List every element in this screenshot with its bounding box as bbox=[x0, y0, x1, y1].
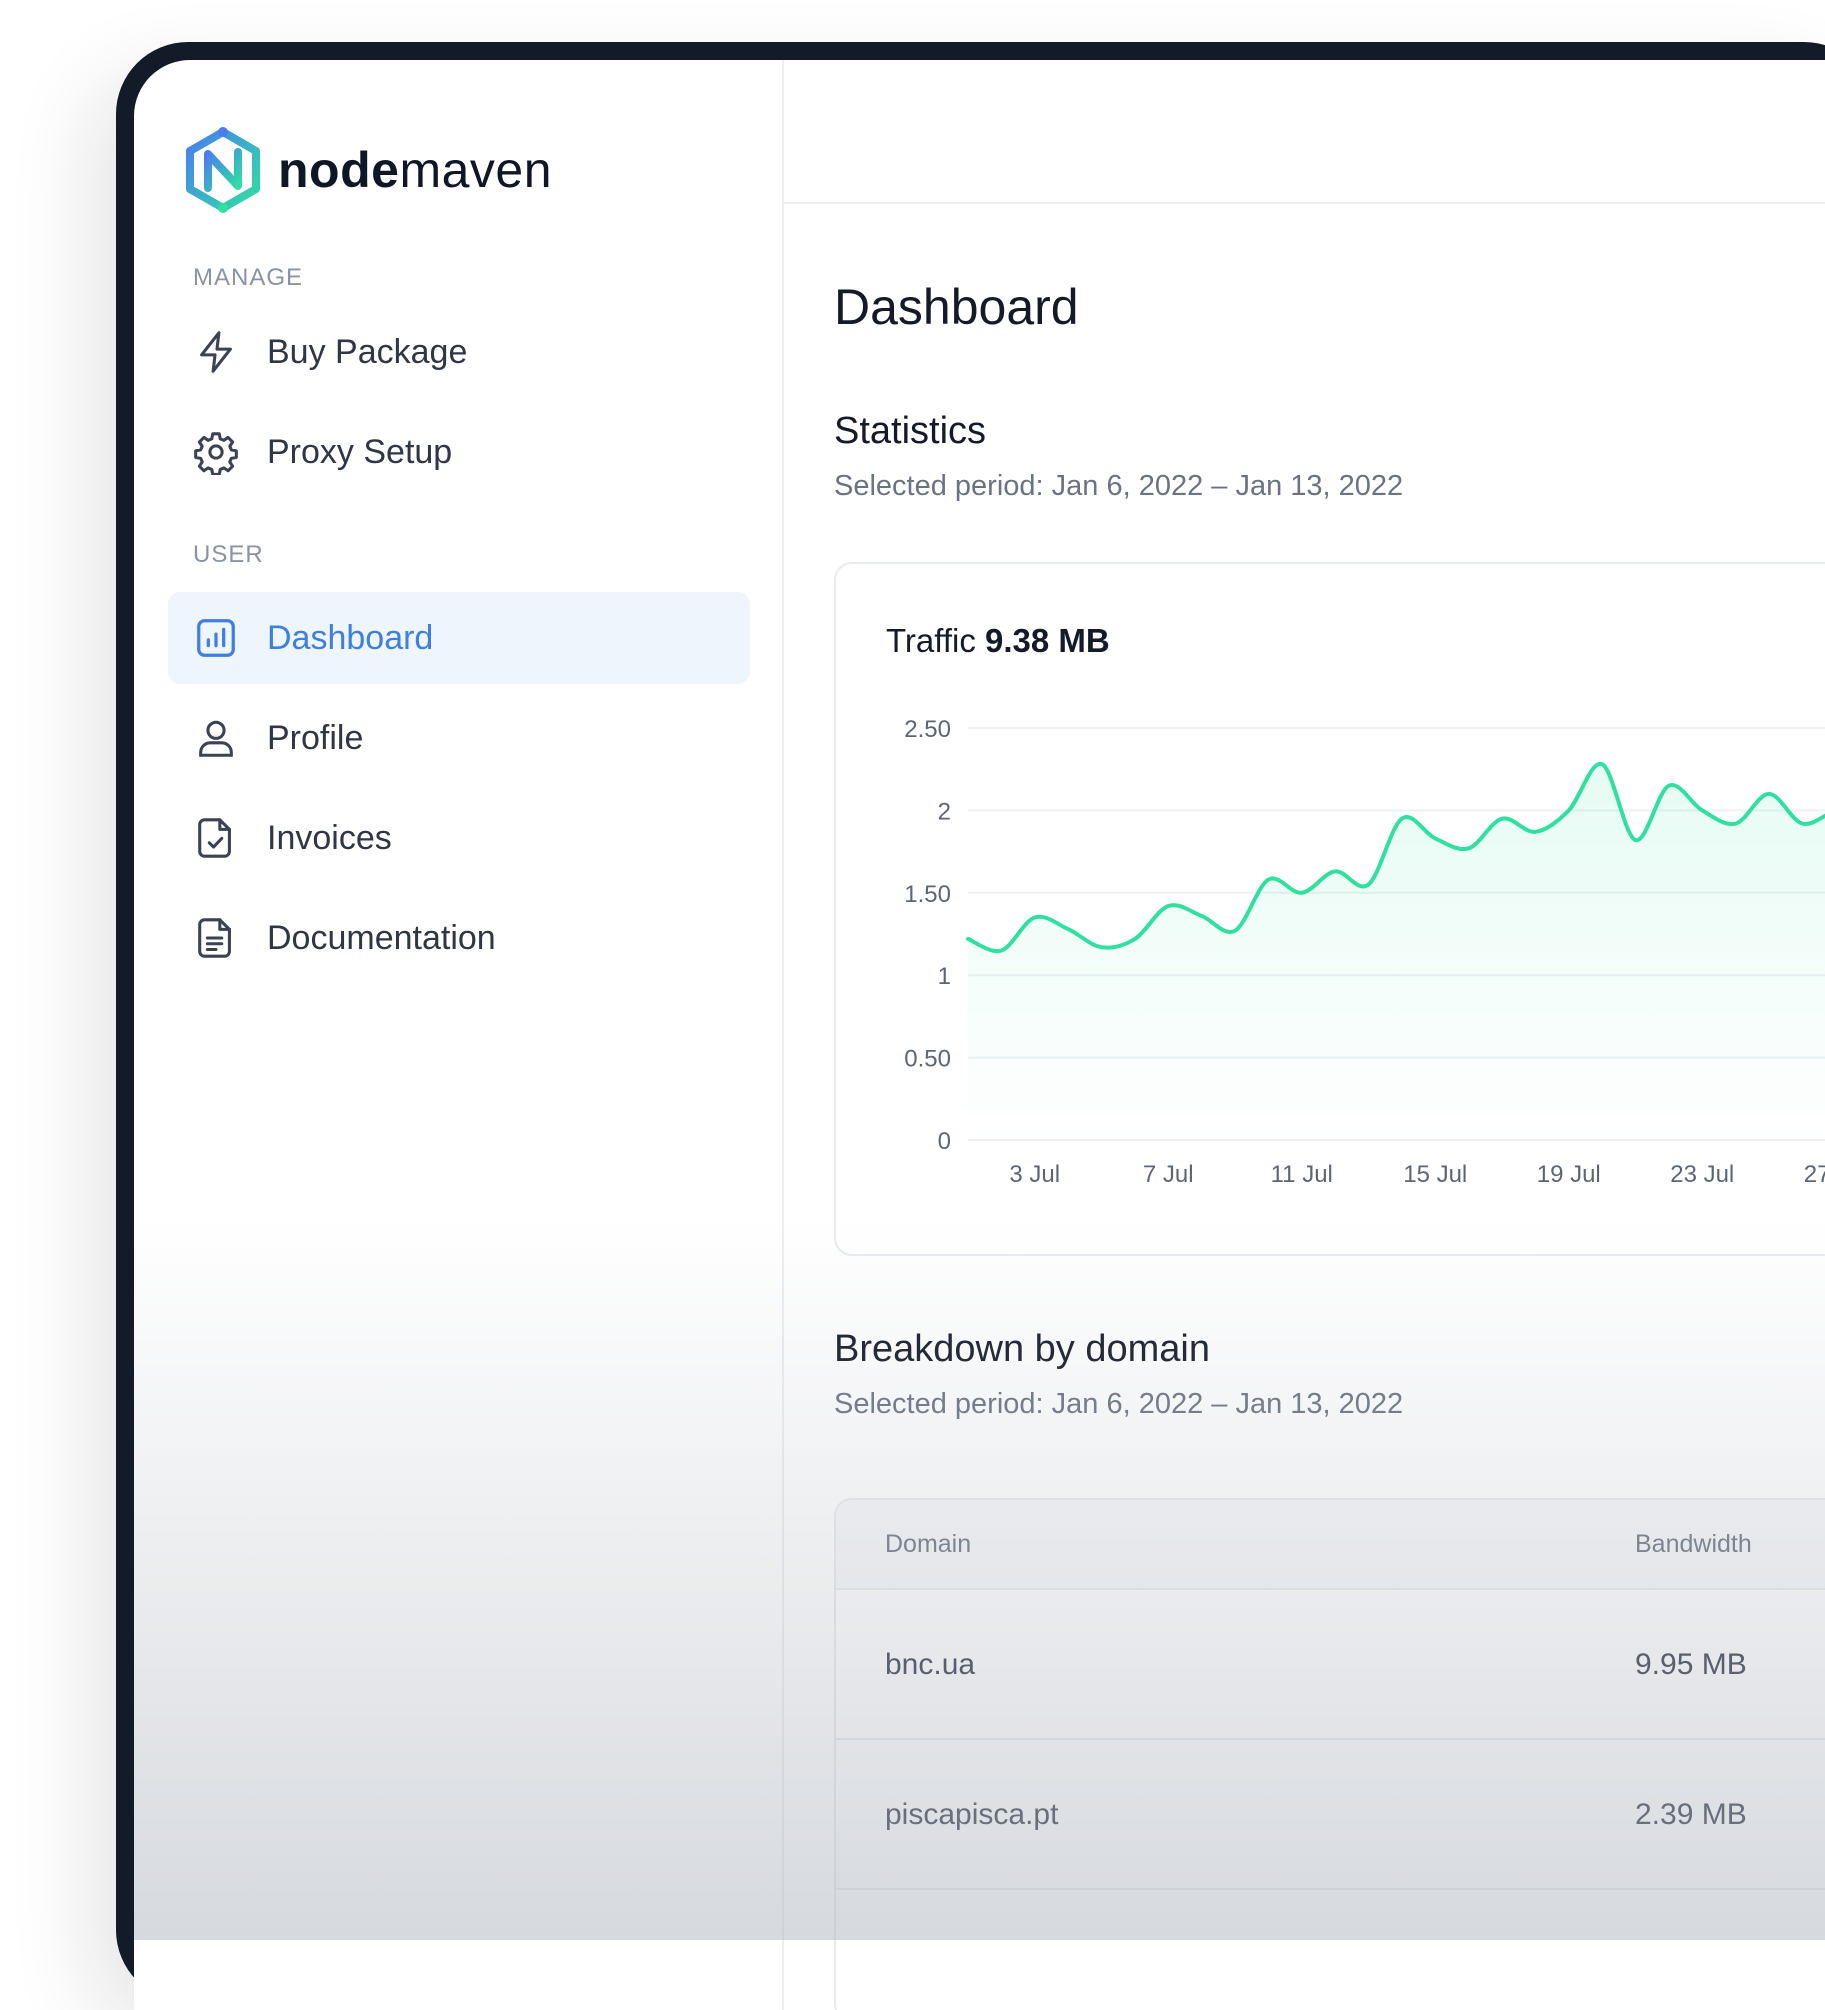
traffic-title: Traffic 9.38 MB bbox=[886, 622, 1110, 660]
series-line bbox=[966, 762, 1825, 954]
section-label-user: USER bbox=[193, 541, 264, 568]
y-tick-label: 1.50 bbox=[904, 881, 951, 908]
table-row[interactable]: bnc.ua 9.95 MB bbox=[836, 1590, 1825, 1740]
sidebar-item-label: Dashboard bbox=[267, 618, 434, 657]
brand-name: nodemaven bbox=[278, 142, 553, 198]
x-tick-label: 23 Jul bbox=[1670, 1161, 1734, 1188]
column-header-bandwidth[interactable]: Bandwidth bbox=[1635, 1530, 1752, 1558]
x-tick-label: 15 Jul bbox=[1403, 1161, 1467, 1188]
sidebar-item-label: Invoices bbox=[267, 818, 392, 857]
x-tick-label: 27 Jul bbox=[1804, 1161, 1825, 1188]
x-tick-label: 7 Jul bbox=[1143, 1161, 1194, 1188]
sidebar-item-invoices[interactable]: Invoices bbox=[168, 792, 750, 884]
bar-chart-icon bbox=[193, 615, 239, 661]
domain-cell: piscapisca.pt bbox=[885, 1798, 1059, 1831]
document-icon bbox=[193, 915, 239, 961]
table-row[interactable] bbox=[836, 1890, 1825, 2010]
statistics-heading: Statistics bbox=[834, 410, 987, 452]
traffic-card: Traffic 9.38 MB 0 0.50 1 1.50 2 2.50 3 Jul 7 Ju… bbox=[834, 562, 1825, 1256]
table-row[interactable]: piscapisca.pt 2.39 MB bbox=[836, 1740, 1825, 1890]
nodemaven-logo-icon bbox=[186, 127, 260, 213]
sidebar-item-label: Buy Package bbox=[267, 332, 468, 371]
bandwidth-cell: 2.39 MB bbox=[1635, 1798, 1747, 1831]
sidebar-item-label: Documentation bbox=[267, 918, 496, 957]
column-header-domain[interactable]: Domain bbox=[885, 1530, 972, 1558]
statistics-period: Selected period: Jan 6, 2022 – Jan 13, 2… bbox=[834, 470, 1404, 502]
sidebar-item-proxy-setup[interactable]: Proxy Setup bbox=[168, 406, 750, 498]
y-tick-label: 0 bbox=[938, 1128, 951, 1155]
sidebar-item-buy-package[interactable]: Buy Package bbox=[168, 306, 750, 398]
breakdown-period: Selected period: Jan 6, 2022 – Jan 13, 2… bbox=[834, 1388, 1404, 1420]
x-tick-label: 19 Jul bbox=[1537, 1161, 1601, 1188]
user-icon bbox=[193, 715, 239, 761]
y-tick-label: 0.50 bbox=[904, 1046, 951, 1073]
section-label-manage: MANAGE bbox=[193, 264, 304, 291]
bandwidth-cell: 9.95 MB bbox=[1635, 1648, 1747, 1681]
domain-cell: bnc.ua bbox=[885, 1648, 976, 1681]
domain-table: Domain Bandwidth bnc.ua 9.95 MB piscapis… bbox=[834, 1498, 1825, 2010]
sidebar-item-profile[interactable]: Profile bbox=[168, 692, 750, 784]
file-check-icon bbox=[193, 815, 239, 861]
y-tick-label: 2.50 bbox=[904, 716, 951, 743]
page-title: Dashboard bbox=[834, 279, 1079, 335]
traffic-value: 9.38 MB bbox=[985, 622, 1110, 659]
traffic-label: Traffic bbox=[886, 622, 976, 659]
sidebar-item-label: Profile bbox=[267, 718, 364, 757]
lightning-icon bbox=[193, 329, 239, 375]
traffic-chart: 0 0.50 1 1.50 2 2.50 3 Jul 7 Jul 11 Jul 15 Jul 19 … bbox=[904, 716, 1825, 1188]
sidebar: nodemaven MANAGE Buy Package Proxy Setup… bbox=[134, 60, 784, 2010]
y-tick-label: 2 bbox=[938, 798, 951, 825]
brand-logo[interactable]: nodemaven bbox=[184, 126, 552, 214]
sidebar-item-dashboard[interactable]: Dashboard bbox=[168, 592, 750, 684]
top-bar bbox=[782, 60, 1825, 204]
series-area bbox=[968, 764, 1825, 1140]
sidebar-item-label: Proxy Setup bbox=[267, 432, 453, 471]
table-header: Domain Bandwidth bbox=[836, 1500, 1825, 1590]
app-window: nodemaven MANAGE Buy Package Proxy Setup… bbox=[134, 60, 1825, 2010]
breakdown-heading: Breakdown by domain bbox=[834, 1328, 1210, 1370]
x-tick-label: 3 Jul bbox=[1009, 1161, 1060, 1188]
main-content: Dashboard Statistics Selected period: Ja… bbox=[782, 60, 1825, 2010]
sidebar-item-documentation[interactable]: Documentation bbox=[168, 892, 750, 984]
gear-icon bbox=[193, 429, 239, 475]
y-tick-label: 1 bbox=[938, 963, 951, 990]
x-tick-label: 11 Jul bbox=[1271, 1161, 1333, 1188]
